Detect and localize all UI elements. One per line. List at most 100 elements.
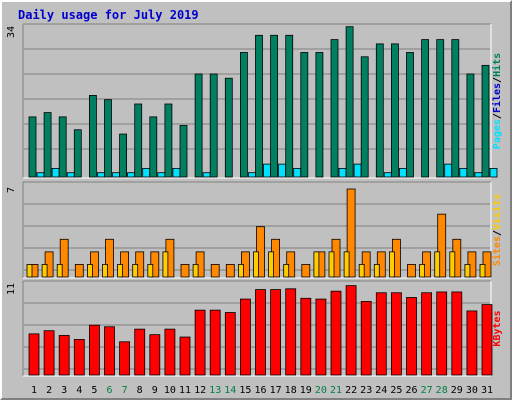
x-axis-tick-labels: 1 2 3 4 5 6 7 8 9 10 11 12 13 14 15 16 17 18 19 20 21 22 23 24 2… — [31, 385, 493, 396]
x-tick-day-7: 7 — [122, 385, 128, 396]
sites-bar-day-6 — [102, 264, 108, 278]
visits-bar-day-14 — [225, 264, 235, 278]
kbytes-bar-day-23 — [360, 301, 372, 376]
visits-bar-day-22 — [346, 188, 356, 278]
hits-bar-day-3 — [58, 116, 67, 178]
hits-bar-day-24 — [375, 43, 384, 178]
kbytes-bar-day-6 — [104, 326, 115, 376]
x-tick-day-13: 13 — [209, 385, 221, 396]
hits-bar-day-25 — [390, 43, 399, 178]
kbytes-bar-day-19 — [300, 297, 312, 376]
visits-bar-day-28 — [437, 213, 447, 278]
pages-bar-day-6 — [112, 172, 120, 178]
hits-bar-day-27 — [421, 39, 430, 178]
kbytes-bar-day-13 — [209, 309, 221, 376]
pages-bar-day-3 — [66, 172, 75, 178]
x-tick-day-28: 28 — [436, 385, 448, 396]
x-tick-day-14: 14 — [224, 385, 236, 396]
kbytes-bar-day-2 — [43, 330, 55, 376]
sites-bar-day-12 — [192, 264, 199, 278]
x-tick-day-16: 16 — [254, 385, 266, 396]
hits-bar-day-16 — [255, 34, 263, 178]
hits-bar-day-2 — [43, 112, 52, 178]
x-tick-day-18: 18 — [285, 385, 297, 396]
sites-bar-day-24 — [373, 264, 380, 278]
kbytes-bar-day-9 — [149, 334, 161, 376]
kbytes-bar-day-5 — [89, 324, 100, 376]
kbytes-bar-day-16 — [255, 289, 266, 376]
kbytes-bar-day-27 — [421, 292, 433, 376]
hits-bar-day-30 — [466, 73, 475, 178]
sites-bar-day-10 — [162, 251, 169, 278]
pages-bar-day-15 — [247, 172, 256, 178]
pages-bar-day-2 — [51, 168, 60, 178]
sites-bar-day-27 — [419, 264, 426, 278]
sites-bar-day-28 — [434, 251, 441, 278]
kbytes-bar-day-18 — [285, 288, 297, 376]
x-tick-day-10: 10 — [164, 385, 176, 396]
visits-bar-day-13 — [210, 264, 220, 278]
sites-bar-day-5 — [87, 264, 93, 278]
pages-bar-day-21 — [338, 168, 347, 178]
hits-bar-day-18 — [285, 34, 294, 178]
sites-bar-day-25 — [388, 251, 395, 278]
kbytes-bar-day-15 — [239, 298, 251, 376]
x-tick-day-24: 24 — [375, 385, 387, 396]
kbytes-bar-day-30 — [466, 310, 478, 376]
panel-2-legend-label: Sites/Visits — [491, 194, 503, 266]
kbytes-bar-day-8 — [134, 328, 146, 376]
x-tick-day-21: 21 — [330, 385, 342, 396]
x-tick-day-31: 31 — [481, 385, 493, 396]
sites-bar-day-30 — [464, 264, 471, 278]
kbytes-bar-day-28 — [436, 291, 448, 376]
panel-1-legend-label: Pages/Files/Hits — [491, 53, 503, 149]
pages-bar-day-25 — [398, 168, 407, 178]
panel-3-legend-label: KBytes — [492, 310, 503, 346]
x-tick-day-4: 4 — [76, 385, 82, 396]
sites-bar-day-15 — [237, 264, 244, 278]
visits-bar-day-6 — [105, 238, 114, 278]
panel-1-ymax-label: 34 — [6, 26, 17, 38]
kbytes-bar-day-24 — [375, 292, 387, 376]
hits-bar-day-7 — [119, 133, 127, 178]
kbytes-bar-day-21 — [330, 290, 342, 376]
kbytes-bar-day-4 — [73, 339, 85, 376]
kbytes-bar-day-26 — [406, 297, 417, 376]
hits-bar-day-31 — [481, 64, 490, 178]
hits-bar-day-20 — [315, 52, 324, 178]
x-tick-day-20: 20 — [315, 385, 327, 396]
sites-bar-day-1 — [26, 264, 33, 278]
kbytes-bar-day-7 — [119, 341, 130, 376]
sites-bar-day-20 — [313, 251, 320, 278]
hits-bar-day-6 — [104, 99, 112, 178]
hits-bar-day-9 — [149, 116, 158, 178]
kbytes-bar-day-3 — [58, 335, 70, 376]
x-tick-day-6: 6 — [106, 385, 112, 396]
visits-bar-day-4 — [74, 264, 84, 278]
sites-bar-day-7 — [117, 264, 123, 278]
panel-3-ymax-label: 11 — [6, 283, 17, 295]
pages-bar-day-1 — [36, 172, 45, 178]
x-tick-day-2: 2 — [46, 385, 52, 396]
hits-bar-day-10 — [164, 103, 173, 178]
pages-bar-day-5 — [97, 172, 105, 178]
x-tick-day-12: 12 — [194, 385, 206, 396]
hits-bar-day-23 — [360, 56, 369, 178]
hits-bar-day-22 — [345, 26, 354, 178]
kbytes-bar-day-22 — [345, 285, 357, 376]
legend-part: Hits — [491, 53, 503, 77]
hits-bar-day-4 — [73, 129, 82, 178]
pages-bar-day-10 — [172, 168, 181, 178]
x-tick-day-3: 3 — [61, 385, 67, 396]
pages-bar-day-7 — [127, 172, 135, 178]
sites-bar-day-8 — [132, 264, 139, 278]
pages-bar-day-28 — [444, 163, 453, 178]
kbytes-bar-day-29 — [451, 291, 463, 376]
hits-bar-day-13 — [209, 73, 218, 178]
sites-bar-day-21 — [328, 251, 335, 278]
legend-part: Files — [491, 83, 503, 113]
x-tick-day-26: 26 — [405, 385, 417, 396]
kbytes-bar-day-31 — [481, 304, 493, 376]
pages-bar-day-16 — [263, 163, 271, 178]
